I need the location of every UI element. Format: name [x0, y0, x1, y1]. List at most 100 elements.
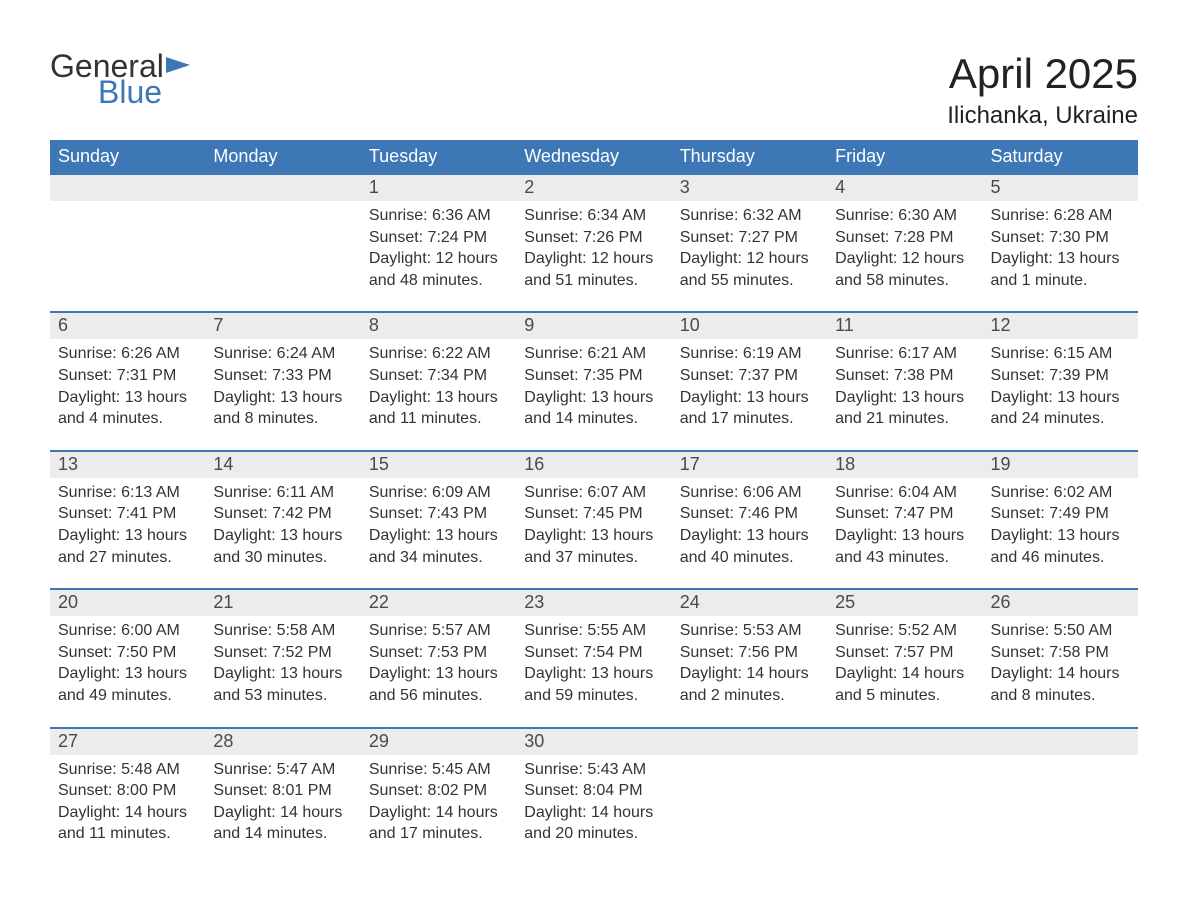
- sunset-line: Sunset: 7:31 PM: [58, 365, 197, 387]
- day-body: Sunrise: 5:50 AMSunset: 7:58 PMDaylight:…: [983, 616, 1138, 726]
- sunset-line: Sunset: 7:41 PM: [58, 503, 197, 525]
- daylight-line: Daylight: 13 hours and 34 minutes.: [369, 525, 508, 568]
- day-cell: 29Sunrise: 5:45 AMSunset: 8:02 PMDayligh…: [361, 728, 516, 865]
- day-cell: 19Sunrise: 6:02 AMSunset: 7:49 PMDayligh…: [983, 451, 1138, 589]
- sunset-line: Sunset: 8:01 PM: [213, 780, 352, 802]
- sunrise-line: Sunrise: 6:11 AM: [213, 482, 352, 504]
- sunrise-line: Sunrise: 6:00 AM: [58, 620, 197, 642]
- day-number: 27: [50, 729, 205, 755]
- sunset-line: Sunset: 7:57 PM: [835, 642, 974, 664]
- day-body: Sunrise: 6:28 AMSunset: 7:30 PMDaylight:…: [983, 201, 1138, 311]
- sunset-line: Sunset: 8:04 PM: [524, 780, 663, 802]
- day-body: Sunrise: 5:53 AMSunset: 7:56 PMDaylight:…: [672, 616, 827, 726]
- sunrise-line: Sunrise: 6:36 AM: [369, 205, 508, 227]
- sunset-line: Sunset: 7:52 PM: [213, 642, 352, 664]
- day-cell: 8Sunrise: 6:22 AMSunset: 7:34 PMDaylight…: [361, 312, 516, 450]
- day-number: 7: [205, 313, 360, 339]
- day-cell: 2Sunrise: 6:34 AMSunset: 7:26 PMDaylight…: [516, 174, 671, 312]
- sunset-line: Sunset: 7:47 PM: [835, 503, 974, 525]
- day-body: Sunrise: 6:04 AMSunset: 7:47 PMDaylight:…: [827, 478, 982, 588]
- day-cell: 21Sunrise: 5:58 AMSunset: 7:52 PMDayligh…: [205, 589, 360, 727]
- day-number: [672, 729, 827, 755]
- day-number: 19: [983, 452, 1138, 478]
- day-body: [672, 755, 827, 855]
- sunset-line: Sunset: 7:42 PM: [213, 503, 352, 525]
- daylight-line: Daylight: 13 hours and 56 minutes.: [369, 663, 508, 706]
- day-number: 17: [672, 452, 827, 478]
- daylight-line: Daylight: 13 hours and 8 minutes.: [213, 387, 352, 430]
- day-body: Sunrise: 6:17 AMSunset: 7:38 PMDaylight:…: [827, 339, 982, 449]
- day-body: Sunrise: 5:58 AMSunset: 7:52 PMDaylight:…: [205, 616, 360, 726]
- day-body: Sunrise: 6:30 AMSunset: 7:28 PMDaylight:…: [827, 201, 982, 311]
- daylight-line: Daylight: 13 hours and 11 minutes.: [369, 387, 508, 430]
- daylight-line: Daylight: 14 hours and 14 minutes.: [213, 802, 352, 845]
- day-body: Sunrise: 5:57 AMSunset: 7:53 PMDaylight:…: [361, 616, 516, 726]
- flag-icon: [166, 57, 198, 81]
- day-body: Sunrise: 5:48 AMSunset: 8:00 PMDaylight:…: [50, 755, 205, 865]
- day-number: 22: [361, 590, 516, 616]
- week-row: 20Sunrise: 6:00 AMSunset: 7:50 PMDayligh…: [50, 589, 1138, 727]
- sunrise-line: Sunrise: 6:32 AM: [680, 205, 819, 227]
- day-body: Sunrise: 5:43 AMSunset: 8:04 PMDaylight:…: [516, 755, 671, 865]
- sunrise-line: Sunrise: 6:22 AM: [369, 343, 508, 365]
- day-cell: [983, 728, 1138, 865]
- sunrise-line: Sunrise: 6:19 AM: [680, 343, 819, 365]
- week-row: 27Sunrise: 5:48 AMSunset: 8:00 PMDayligh…: [50, 728, 1138, 865]
- day-number: 25: [827, 590, 982, 616]
- sunrise-line: Sunrise: 6:07 AM: [524, 482, 663, 504]
- day-body: Sunrise: 6:22 AMSunset: 7:34 PMDaylight:…: [361, 339, 516, 449]
- day-body: [827, 755, 982, 855]
- daylight-line: Daylight: 14 hours and 2 minutes.: [680, 663, 819, 706]
- day-body: Sunrise: 6:00 AMSunset: 7:50 PMDaylight:…: [50, 616, 205, 726]
- week-row: 1Sunrise: 6:36 AMSunset: 7:24 PMDaylight…: [50, 174, 1138, 312]
- day-body: Sunrise: 6:24 AMSunset: 7:33 PMDaylight:…: [205, 339, 360, 449]
- sunrise-line: Sunrise: 5:48 AM: [58, 759, 197, 781]
- day-body: Sunrise: 6:06 AMSunset: 7:46 PMDaylight:…: [672, 478, 827, 588]
- weekday-header: Saturday: [983, 140, 1138, 174]
- daylight-line: Daylight: 13 hours and 24 minutes.: [991, 387, 1130, 430]
- sunset-line: Sunset: 7:26 PM: [524, 227, 663, 249]
- day-body: Sunrise: 6:34 AMSunset: 7:26 PMDaylight:…: [516, 201, 671, 311]
- day-cell: 24Sunrise: 5:53 AMSunset: 7:56 PMDayligh…: [672, 589, 827, 727]
- day-body: [50, 201, 205, 301]
- week-row: 13Sunrise: 6:13 AMSunset: 7:41 PMDayligh…: [50, 451, 1138, 589]
- daylight-line: Daylight: 13 hours and 21 minutes.: [835, 387, 974, 430]
- sunset-line: Sunset: 7:27 PM: [680, 227, 819, 249]
- sunset-line: Sunset: 7:34 PM: [369, 365, 508, 387]
- weekday-header: Sunday: [50, 140, 205, 174]
- sunrise-line: Sunrise: 6:09 AM: [369, 482, 508, 504]
- day-body: Sunrise: 6:02 AMSunset: 7:49 PMDaylight:…: [983, 478, 1138, 588]
- day-cell: 14Sunrise: 6:11 AMSunset: 7:42 PMDayligh…: [205, 451, 360, 589]
- sunset-line: Sunset: 7:37 PM: [680, 365, 819, 387]
- day-cell: 22Sunrise: 5:57 AMSunset: 7:53 PMDayligh…: [361, 589, 516, 727]
- day-body: [205, 201, 360, 301]
- title-block: April 2025 Ilichanka, Ukraine: [947, 50, 1138, 130]
- sunset-line: Sunset: 7:50 PM: [58, 642, 197, 664]
- day-number: [205, 175, 360, 201]
- day-number: 14: [205, 452, 360, 478]
- day-body: Sunrise: 6:36 AMSunset: 7:24 PMDaylight:…: [361, 201, 516, 311]
- day-number: 18: [827, 452, 982, 478]
- day-body: Sunrise: 6:13 AMSunset: 7:41 PMDaylight:…: [50, 478, 205, 588]
- sunrise-line: Sunrise: 5:55 AM: [524, 620, 663, 642]
- day-number: 13: [50, 452, 205, 478]
- day-number: 6: [50, 313, 205, 339]
- sunrise-line: Sunrise: 6:04 AM: [835, 482, 974, 504]
- day-cell: 12Sunrise: 6:15 AMSunset: 7:39 PMDayligh…: [983, 312, 1138, 450]
- sunset-line: Sunset: 7:56 PM: [680, 642, 819, 664]
- daylight-line: Daylight: 13 hours and 40 minutes.: [680, 525, 819, 568]
- daylight-line: Daylight: 14 hours and 20 minutes.: [524, 802, 663, 845]
- sunset-line: Sunset: 7:58 PM: [991, 642, 1130, 664]
- day-cell: [827, 728, 982, 865]
- day-number: 1: [361, 175, 516, 201]
- day-number: 3: [672, 175, 827, 201]
- weekday-header: Friday: [827, 140, 982, 174]
- daylight-line: Daylight: 13 hours and 49 minutes.: [58, 663, 197, 706]
- day-number: 26: [983, 590, 1138, 616]
- sunrise-line: Sunrise: 5:52 AM: [835, 620, 974, 642]
- day-number: 21: [205, 590, 360, 616]
- day-cell: 23Sunrise: 5:55 AMSunset: 7:54 PMDayligh…: [516, 589, 671, 727]
- sunset-line: Sunset: 7:33 PM: [213, 365, 352, 387]
- sunset-line: Sunset: 7:54 PM: [524, 642, 663, 664]
- day-number: 23: [516, 590, 671, 616]
